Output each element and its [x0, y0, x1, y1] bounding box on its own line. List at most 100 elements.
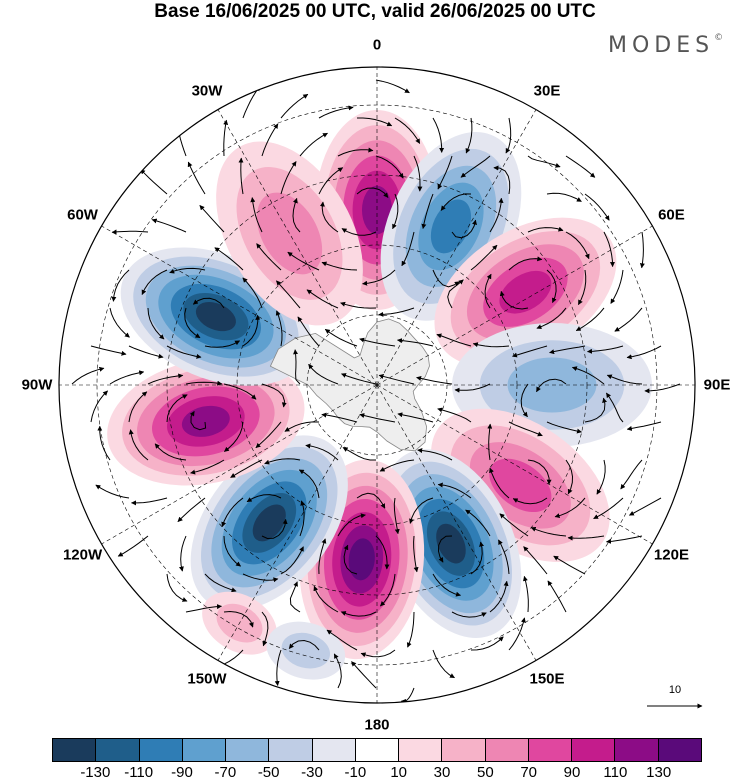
wind-streamlines: [71, 79, 681, 703]
anomaly-contour: [348, 538, 375, 581]
wind-arrow: [274, 649, 282, 686]
brand-text: MODES: [608, 33, 715, 58]
anomaly-negative-170w: [266, 621, 346, 680]
wind-arrow: [505, 117, 512, 154]
wind-arrow: [437, 407, 472, 423]
wind-arrow: [275, 310, 283, 347]
wind-arrow: [499, 513, 529, 537]
wind-arrow: [255, 421, 282, 449]
wind-arrow: [508, 617, 526, 651]
wind-arrow: [261, 611, 269, 647]
wind-arrow: [356, 492, 386, 509]
wind-arrow: [141, 269, 168, 295]
wind-arrow: [351, 661, 377, 689]
wind-arrow: [306, 289, 339, 309]
wind-arrow: [242, 277, 263, 309]
wind-arrow: [508, 256, 543, 271]
wind-arrow: [565, 459, 574, 495]
anomaly-contour: [195, 302, 236, 332]
wind-arrow: [451, 611, 487, 618]
longitude-label-lon-90e: 90E: [703, 376, 731, 394]
wind-arrow: [341, 228, 377, 236]
colorbar-tick-label: -70: [214, 764, 237, 781]
wind-arrow: [393, 497, 400, 535]
polar-map: [58, 66, 696, 704]
wind-arrow: [261, 123, 279, 157]
wind-arrow: [280, 546, 304, 575]
wind-arrow: [166, 345, 202, 359]
wind-arrow: [128, 345, 164, 359]
wind-arrow: [284, 421, 320, 432]
wind-arrow: [313, 585, 339, 613]
colorbar-swatch: [658, 739, 701, 761]
wind-arrow: [117, 535, 149, 557]
colorbar-tick-label: 30: [433, 764, 451, 781]
wind-arrow: [603, 231, 615, 268]
colorbar-swatch: [528, 739, 573, 761]
wind-arrow: [606, 374, 643, 385]
wind-arrow: [487, 423, 493, 461]
longitude-label-lon-60e: 60E: [658, 206, 685, 224]
wind-arrow: [343, 544, 358, 575]
meridian-line: [376, 384, 537, 661]
map-title: Base 16/06/2025 00 UTC, valid 26/06/2025…: [154, 1, 596, 22]
colorbar-swatch: [615, 739, 659, 761]
wind-arrow: [547, 580, 567, 613]
wind-arrow: [498, 539, 510, 575]
wind-arrow: [375, 535, 390, 570]
longitude-label-lon-60w: 60W: [67, 206, 98, 224]
wind-arrow: [454, 383, 491, 393]
wind-arrow: [318, 105, 354, 119]
reference-arrow: [647, 703, 703, 709]
wind-arrow: [276, 280, 301, 309]
wind-arrow: [288, 639, 320, 651]
wind-arrow: [432, 573, 461, 597]
wind-arrow: [465, 117, 473, 154]
wind-arrow: [520, 383, 529, 418]
wind-arrow: [224, 421, 244, 452]
wind-arrow: [508, 421, 543, 437]
meridian-line: [376, 109, 537, 386]
wind-arrow: [223, 119, 229, 157]
colorbar-tick-label: 50: [476, 764, 494, 781]
anomaly-positive-55e: [434, 217, 617, 367]
wind-arrow: [299, 500, 306, 537]
wind-arrow: [293, 349, 301, 385]
wind-arrow: [298, 469, 320, 499]
wind-arrow: [626, 345, 662, 360]
wind-arrow: [584, 193, 610, 221]
colorbar-swatch: [96, 739, 140, 761]
wind-arrow: [261, 383, 287, 408]
wind-arrow: [321, 412, 358, 423]
wind-arrow: [95, 484, 130, 499]
wind-arrow: [523, 575, 529, 613]
wind-arrow: [280, 93, 309, 119]
wind-arrow: [432, 117, 445, 153]
wind-arrow: [397, 338, 434, 347]
wind-arrow: [593, 497, 624, 520]
wind-arrow: [321, 261, 358, 271]
longitude-label-lon-180: 180: [364, 716, 390, 734]
meridian-line: [376, 384, 653, 545]
wind-arrow: [297, 316, 320, 347]
wind-arrow: [340, 301, 377, 309]
wind-arrow: [109, 370, 145, 385]
wind-arrow: [610, 269, 624, 304]
wind-arrow: [549, 345, 586, 355]
wind-arrow: [512, 345, 548, 358]
wind-arrow: [308, 363, 339, 385]
longitude-label-lon-90w: 90W: [21, 376, 53, 394]
wind-arrow: [128, 429, 149, 461]
colorbar-swatch: [572, 739, 616, 761]
wind-arrow: [318, 167, 344, 195]
wind-arrow: [523, 546, 548, 575]
colorbar-swatch: [182, 739, 227, 761]
wind-arrow: [223, 610, 254, 628]
wind-arrow: [470, 244, 498, 271]
wind-arrow: [392, 193, 399, 230]
wind-arrow: [606, 535, 643, 544]
anomaly-contour: [430, 199, 472, 254]
wind-arrow: [230, 459, 263, 478]
wind-arrow: [628, 497, 662, 516]
wind-arrow: [375, 155, 404, 179]
